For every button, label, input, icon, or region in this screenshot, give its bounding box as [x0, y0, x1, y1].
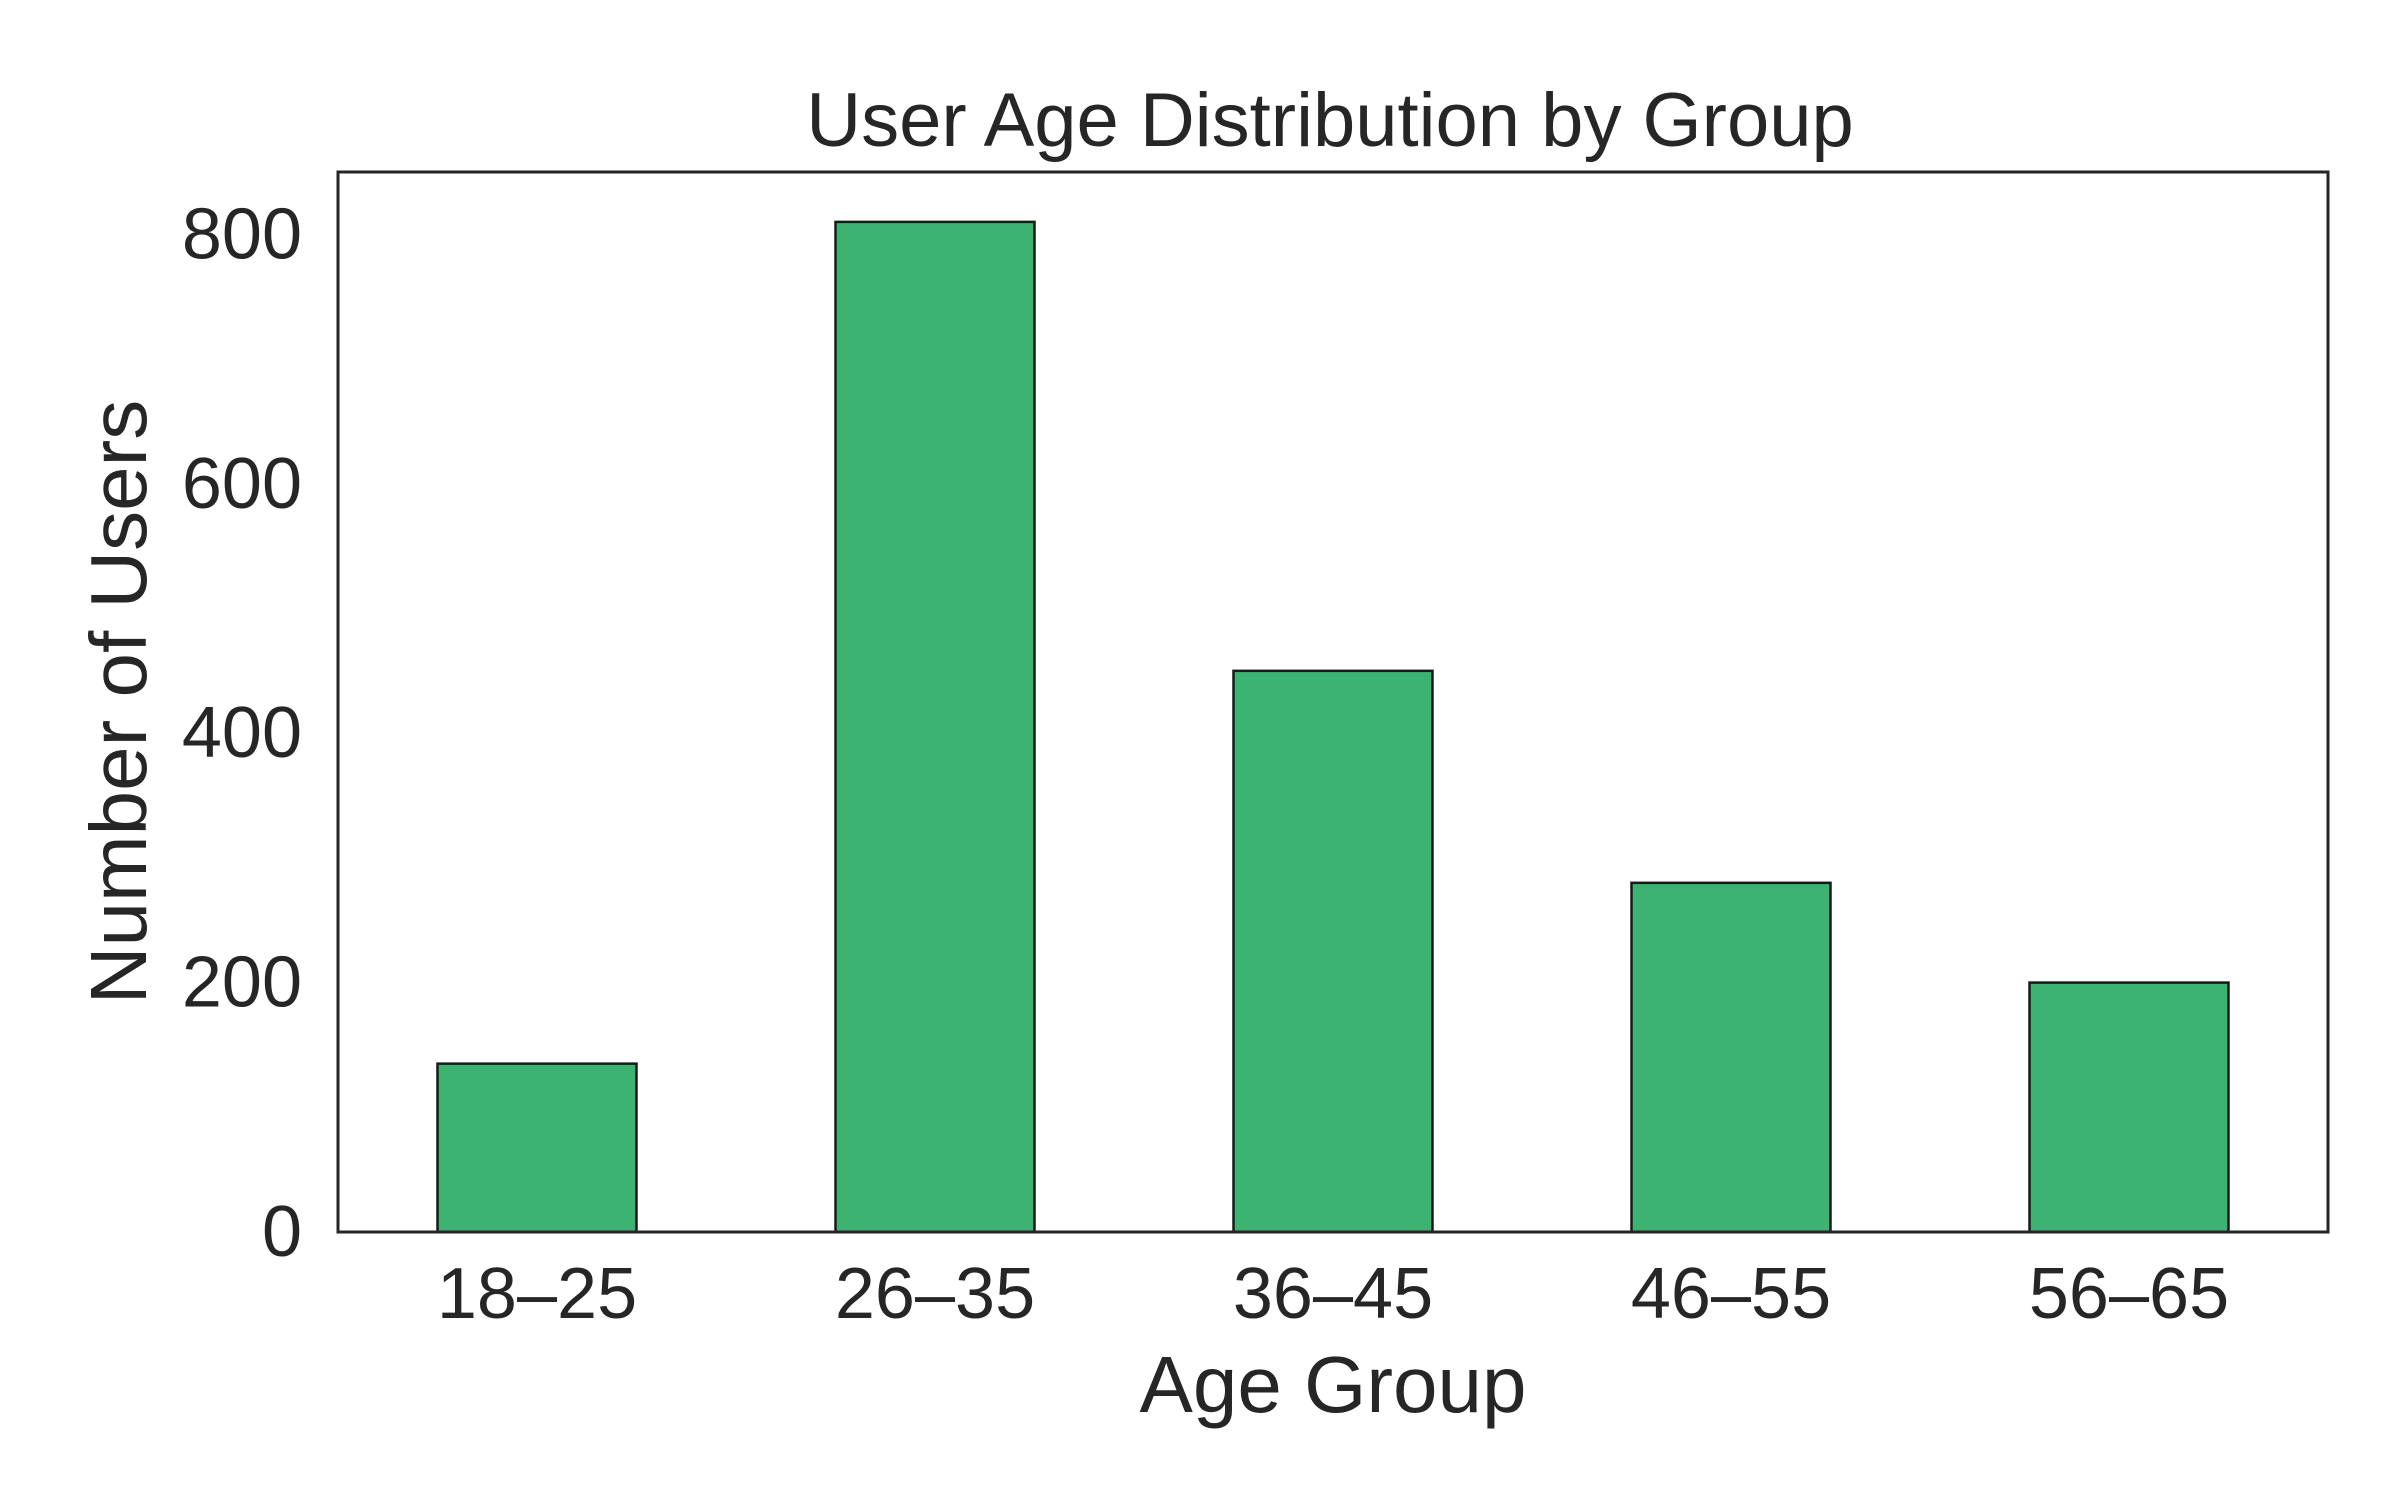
- y-tick-label: 800: [182, 194, 302, 274]
- x-tick-label: 26–35: [835, 1254, 1035, 1334]
- x-tick-label: 46–55: [1631, 1254, 1831, 1334]
- bar-26–35: [834, 220, 1036, 1234]
- bar-56–65: [2028, 981, 2230, 1234]
- x-tick-label: 56–65: [2029, 1254, 2229, 1334]
- y-axis-label: Number of Users: [74, 400, 163, 1005]
- bars-layer: [436, 220, 2230, 1234]
- y-tick-label: 400: [182, 693, 302, 773]
- x-tick-label: 36–45: [1233, 1254, 1433, 1334]
- bar-46–55: [1630, 881, 1832, 1234]
- bar-18–25: [436, 1062, 638, 1234]
- plot-area-frame: [336, 170, 2330, 1234]
- y-axis-ticks: 0 200 400 600 800: [182, 194, 302, 1272]
- bar-36–45: [1232, 669, 1434, 1234]
- chart-title: User Age Distribution by Group: [806, 78, 1854, 163]
- x-axis-ticks: 18–25 26–35 36–45 46–55 56–65: [437, 1254, 2229, 1334]
- y-tick-label: 600: [182, 444, 302, 524]
- y-tick-label: 0: [262, 1192, 302, 1272]
- x-axis-label: Age Group: [1140, 1340, 1527, 1429]
- y-tick-label: 200: [182, 943, 302, 1023]
- x-tick-label: 18–25: [437, 1254, 637, 1334]
